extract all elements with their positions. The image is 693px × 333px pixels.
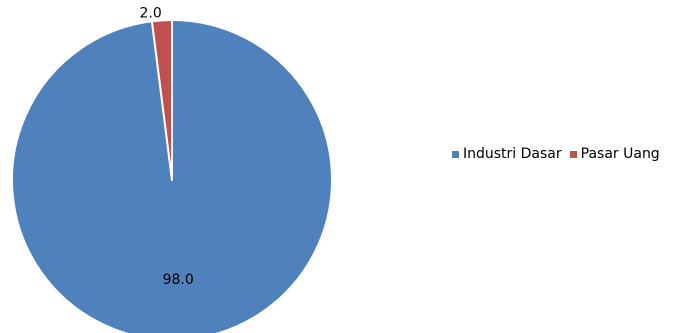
pie-slices: [11, 19, 333, 333]
data-label-industri-dasar: 98.0: [163, 272, 194, 288]
pie-slice-pasar-uang: [150, 19, 173, 181]
legend-label-pasar-uang: Pasar Uang: [580, 146, 660, 162]
chart-legend: Industri Dasar Pasar Uang: [452, 146, 668, 162]
legend-item-pasar-uang: Pasar Uang: [569, 146, 660, 162]
legend-swatch-industri-dasar: [452, 150, 459, 158]
pie-data-labels: 98.0 2.0: [140, 5, 194, 288]
data-label-pasar-uang: 2.0: [140, 5, 162, 21]
legend-item-industri-dasar: Industri Dasar: [452, 146, 562, 162]
legend-label-industri-dasar: Industri Dasar: [463, 146, 562, 162]
legend-swatch-pasar-uang: [569, 150, 577, 158]
